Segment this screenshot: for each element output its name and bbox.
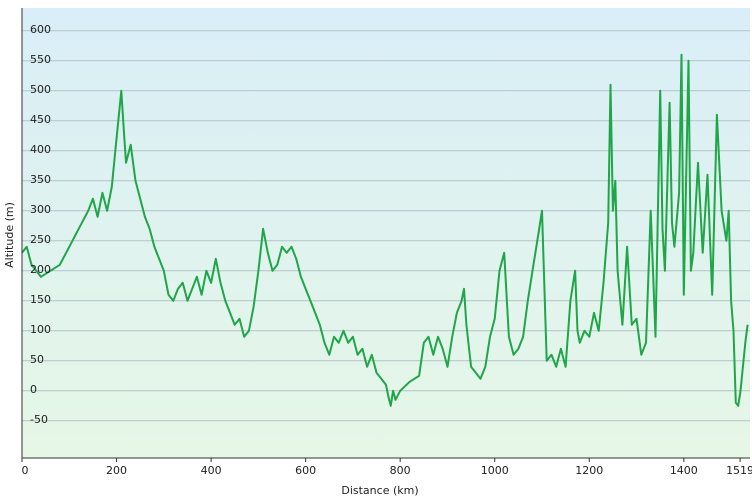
y-tick-label: 50 [30,353,44,366]
y-tick-label: 500 [30,83,51,96]
y-tick-label: 0 [30,383,37,396]
x-tick-label: 1400 [670,464,698,477]
x-tick-label: 200 [106,464,127,477]
y-tick-label: 100 [30,323,51,336]
y-tick-label: 250 [30,233,51,246]
x-tick-label: 1000 [481,464,509,477]
x-tick-label: 1519 [726,464,752,477]
y-tick-label: 600 [30,23,51,36]
y-tick-label: 200 [30,263,51,276]
y-tick-label: 550 [30,53,51,66]
x-tick-label: 400 [201,464,222,477]
plot-area [22,8,750,458]
x-tick-label: 800 [390,464,411,477]
y-tick-label: 400 [30,143,51,156]
y-tick-label: 300 [30,203,51,216]
y-tick-label: -50 [30,413,48,426]
x-tick-label: 1200 [575,464,603,477]
y-tick-label: 450 [30,113,51,126]
x-tick-label: 0 [22,464,29,477]
x-tick-label: 600 [295,464,316,477]
x-axis-label: Distance (km) [341,484,418,497]
altitude-line [21,53,749,407]
y-axis-label: Altitude (m) [3,202,16,268]
y-tick-label: 150 [30,293,51,306]
y-tick-label: 350 [30,173,51,186]
